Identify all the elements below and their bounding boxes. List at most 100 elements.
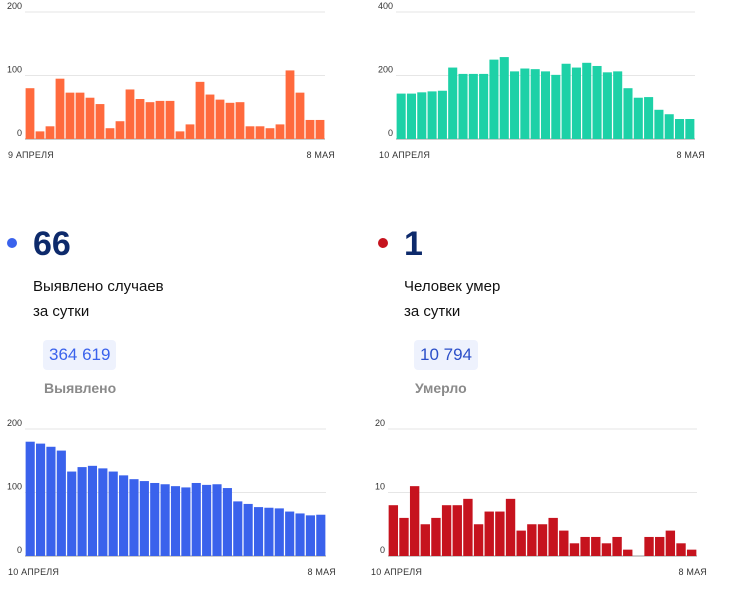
bar <box>155 100 165 139</box>
x-start-label: 9 АПРЕЛЯ <box>8 150 54 160</box>
x-end-label: 8 МАЯ <box>306 150 335 160</box>
y-tick-label: 100 <box>7 65 22 75</box>
bar <box>139 481 149 556</box>
bar <box>664 114 674 139</box>
bar <box>644 536 654 556</box>
bar <box>253 507 264 556</box>
y-tick-label: 200 <box>378 65 393 75</box>
bar <box>499 57 509 139</box>
bar <box>406 93 416 139</box>
bar <box>437 90 447 139</box>
bar <box>46 446 56 556</box>
bar <box>644 97 654 139</box>
bar <box>548 517 558 556</box>
bar <box>559 530 569 556</box>
bar <box>87 465 98 556</box>
bar <box>25 88 35 139</box>
bar <box>35 131 45 139</box>
bar <box>65 92 75 139</box>
bar <box>129 479 139 556</box>
bar <box>633 97 643 139</box>
bar <box>264 507 274 556</box>
bar <box>145 102 155 139</box>
x-end-label: 8 МАЯ <box>678 567 707 577</box>
cases-total-pill: 364 619 <box>43 340 117 370</box>
cases-caption-line2: за сутки <box>33 303 90 320</box>
deaths-total-pill: 10 794 <box>414 340 478 370</box>
bar <box>265 128 275 139</box>
bar <box>235 102 245 139</box>
bar <box>540 71 551 139</box>
deaths-daily-number: 1 <box>404 225 423 263</box>
bar <box>484 511 494 556</box>
bar <box>77 467 87 556</box>
bar <box>195 81 205 139</box>
bar <box>569 543 580 556</box>
bar <box>623 88 633 139</box>
bar <box>613 71 623 139</box>
bar <box>285 70 295 139</box>
deaths-caption-line1: Человек умер <box>404 278 501 295</box>
bar <box>686 549 697 556</box>
bar <box>25 441 35 556</box>
bar <box>115 121 125 139</box>
chart-svg: 0 100 200 10 АПРЕЛЯ 8 МАЯ <box>7 418 336 577</box>
bar <box>623 549 633 556</box>
bar <box>55 78 65 139</box>
bar <box>315 119 325 139</box>
bar <box>119 475 129 556</box>
bar <box>215 99 225 139</box>
bar <box>160 484 170 556</box>
bar <box>580 536 590 556</box>
bar <box>452 505 462 556</box>
x-end-label: 8 МАЯ <box>307 567 336 577</box>
bar <box>245 126 255 139</box>
bar <box>274 508 284 557</box>
bar <box>427 91 437 140</box>
bar <box>473 524 484 556</box>
bar <box>165 100 175 139</box>
bar <box>520 68 530 139</box>
x-start-label: 10 АПРЕЛЯ <box>371 567 422 577</box>
stat-block-cases: 66 Выявлено случаев за сутки 364 619 Выя… <box>0 220 360 400</box>
bar <box>295 92 305 139</box>
bar <box>185 124 195 139</box>
stat-block-deaths: 1 Человек умер за сутки 10 794 Умерло <box>370 220 730 400</box>
bar <box>420 524 430 556</box>
bar <box>202 484 212 556</box>
bar <box>56 450 66 556</box>
bar <box>551 74 561 139</box>
y-tick-label: 0 <box>388 128 393 138</box>
bar <box>175 131 185 139</box>
bar <box>305 119 315 139</box>
bar <box>527 524 537 556</box>
bar <box>561 63 571 139</box>
bar <box>592 65 602 139</box>
cases-daily-number: 66 <box>33 225 71 263</box>
bar <box>233 501 243 556</box>
x-start-label: 10 АПРЕЛЯ <box>379 150 430 160</box>
bar <box>98 468 108 556</box>
y-tick-label: 20 <box>375 418 385 428</box>
bar <box>275 124 285 139</box>
bar <box>105 128 115 139</box>
y-tick-label: 0 <box>17 545 22 555</box>
y-tick-label: 100 <box>7 482 22 492</box>
cases-dot <box>7 238 17 248</box>
bar <box>108 471 118 556</box>
bar <box>125 89 135 139</box>
cases-daily-chart-top-right: 0 200 400 10 АПРЕЛЯ 8 МАЯ <box>365 0 725 170</box>
bar <box>295 513 305 556</box>
bar <box>150 482 160 556</box>
bar <box>205 94 215 139</box>
bar <box>95 104 105 139</box>
bar <box>45 126 55 139</box>
deaths-caption-line2: за сутки <box>404 303 461 320</box>
bar <box>396 93 406 139</box>
bar <box>67 471 77 556</box>
bar <box>181 487 191 556</box>
bar <box>654 109 664 139</box>
bar <box>537 524 548 556</box>
bar <box>448 67 458 139</box>
y-tick-label: 400 <box>378 1 393 11</box>
